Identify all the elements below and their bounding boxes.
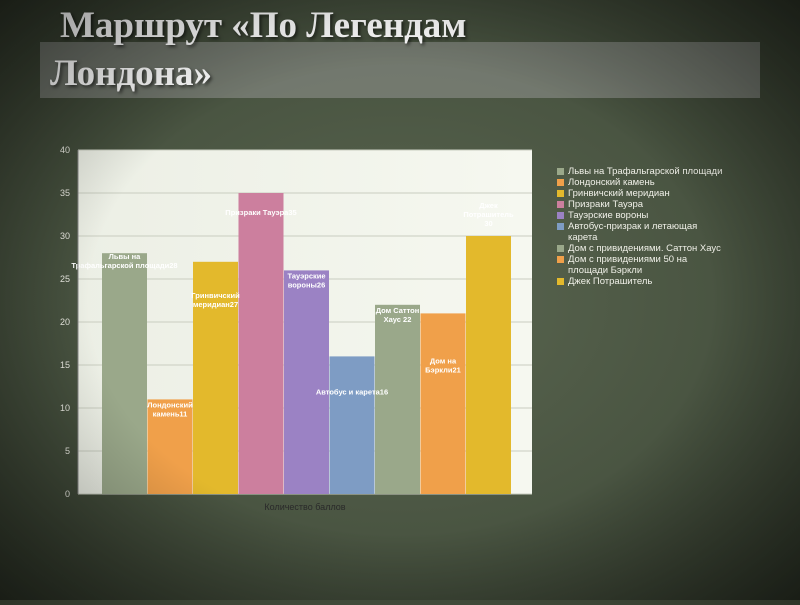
legend-label: Львы на Трафальгарской площади: [568, 166, 722, 177]
y-tick-label: 20: [60, 317, 70, 327]
legend-swatch: [557, 201, 564, 208]
legend-label: Автобус-призрак и летающая карета: [568, 221, 697, 243]
legend-item: Дом с привидениями 50 на площади Бэркли: [557, 254, 688, 276]
legend-swatch: [557, 256, 564, 263]
legend-label: Дом с привидениями 50 на площади Бэркли: [568, 254, 688, 276]
legend-item: Львы на Трафальгарской площади: [557, 166, 722, 177]
legend-label: Джек Потрашитель: [568, 276, 652, 287]
bar-data-label: Дом на Бэркли21: [425, 356, 461, 374]
legend: Львы на Трафальгарской площадиЛондонский…: [557, 166, 722, 287]
bar-data-label: Гринвичский меридиан27: [191, 291, 240, 309]
legend-swatch: [557, 212, 564, 219]
legend-item: Джек Потрашитель: [557, 276, 652, 287]
bar[interactable]: [147, 399, 193, 494]
bar[interactable]: [102, 253, 147, 494]
x-axis-label: Количество баллов: [264, 502, 345, 512]
bar-data-label: Джек Потрашитель 30: [463, 201, 514, 228]
legend-item: Гринвичский меридиан: [557, 188, 670, 199]
y-tick-label: 0: [65, 489, 70, 499]
bar[interactable]: [329, 356, 375, 494]
slide-title: Маршрут «По Легендам Лондона»: [50, 2, 750, 98]
bar-data-label: Дом Саттон Хаус 22: [376, 306, 420, 324]
bar[interactable]: [375, 304, 420, 494]
bar-data-label: Львы на Трафальгарской площади28: [71, 252, 177, 270]
bar-data-label: Призраки Тауэра35: [225, 208, 296, 217]
bar[interactable]: [420, 313, 466, 494]
bar[interactable]: [193, 261, 238, 494]
legend-label: Дом с привидениями. Саттон Хаус: [568, 243, 721, 254]
legend-swatch: [557, 223, 564, 230]
y-tick-label: 15: [60, 360, 70, 370]
bar[interactable]: [466, 236, 511, 494]
title-line-1: Маршрут «По Легендам: [60, 5, 467, 46]
legend-label: Гринвичский меридиан: [568, 188, 670, 199]
bar-labels: Львы на Трафальгарской площади28 Лондонски…: [71, 201, 514, 418]
y-tick-label: 25: [60, 274, 70, 284]
legend-item: Дом с привидениями. Саттон Хаус: [557, 243, 721, 254]
bars: [102, 193, 511, 494]
legend-item: Лондонский камень: [557, 177, 655, 188]
y-tick-label: 35: [60, 188, 70, 198]
bar-data-label: Тауэрские вороны26: [287, 271, 325, 289]
legend-swatch: [557, 278, 564, 285]
legend-label: Тауэрские вороны: [568, 210, 648, 221]
legend-swatch: [557, 190, 564, 197]
bar[interactable]: [238, 193, 284, 494]
y-tick-label: 5: [65, 446, 70, 456]
bar-data-label: Автобус и карета16: [316, 387, 388, 396]
y-tick-label: 40: [60, 145, 70, 155]
title-line-2: Лондона»: [50, 53, 213, 94]
legend-label: Призраки Тауэра: [568, 199, 644, 210]
legend-item: Автобус-призрак и летающая карета: [557, 221, 697, 243]
y-tick-label: 10: [60, 403, 70, 413]
y-tick-label: 30: [60, 231, 70, 241]
legend-swatch: [557, 245, 564, 252]
legend-label: Лондонский камень: [568, 177, 655, 188]
bar[interactable]: [284, 270, 329, 494]
legend-swatch: [557, 179, 564, 186]
y-axis: 0 5 10 15 20 25 30 35 40: [60, 145, 79, 499]
title-band: [40, 42, 760, 98]
bar-data-label: Лондонский камень11: [147, 400, 193, 418]
legend-item: Призраки Тауэра: [557, 199, 644, 210]
legend-item: Тауэрские вороны: [557, 210, 648, 221]
legend-swatch: [557, 168, 564, 175]
